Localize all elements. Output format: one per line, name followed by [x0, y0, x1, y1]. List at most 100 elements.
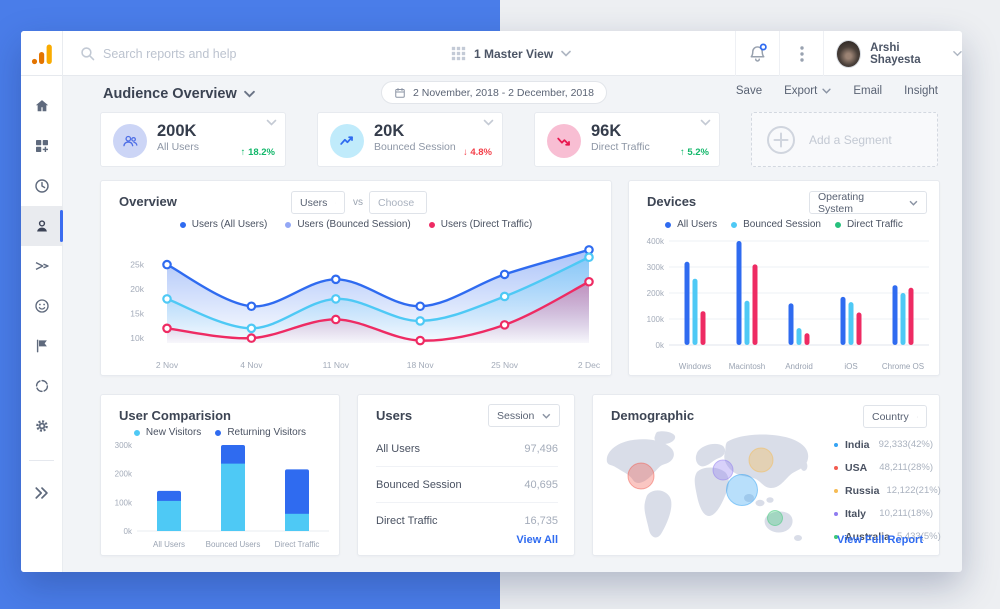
view-all-link[interactable]: View All: [516, 534, 558, 546]
svg-text:2 Nov: 2 Nov: [156, 360, 179, 370]
chevron-down-icon[interactable]: [483, 119, 494, 126]
stat-card-bounced-session[interactable]: 20K Bounced Session ↓ 4.8%: [317, 112, 503, 167]
sidebar-item-home[interactable]: [21, 86, 63, 126]
home-icon: [35, 100, 49, 112]
report-title-dropdown[interactable]: Audience Overview: [103, 86, 255, 102]
analytics-window: 1 Master View Arshi Shayesta: [21, 31, 962, 572]
stat-label: Bounced Session: [374, 140, 456, 153]
overview-panel: Overview Users vs Choose Users (All User…: [100, 180, 612, 376]
table-row[interactable]: Direct Traffic 16,735: [376, 515, 558, 527]
sidebar-item-audience[interactable]: [21, 206, 63, 246]
devices-bar-chart: 400k 300k 200k 100k 0k Windows Macintosh Androi…: [635, 233, 935, 380]
table-row[interactable]: All Users 97,496: [376, 431, 558, 467]
legend-item[interactable]: Users (Direct Traffic): [428, 219, 532, 230]
legend-item[interactable]: Users (Bounced Session): [285, 219, 411, 230]
notifications-button[interactable]: [735, 31, 779, 76]
sidebar-item-realtime[interactable]: [21, 166, 63, 206]
clock-icon: [35, 179, 49, 193]
legend-ring: [731, 221, 738, 228]
bell-icon: [750, 43, 767, 62]
list-item[interactable]: USA 48,211(28%): [834, 456, 933, 479]
devices-title: Devices: [647, 194, 697, 209]
overview-line-chart: 25k 20k 15k 10k 2 Nov 4 Nov 11 Nov 18 Nov 25 Nov…: [111, 235, 603, 378]
legend-item[interactable]: All Users: [665, 219, 717, 230]
view-selector[interactable]: 1 Master View: [451, 31, 571, 76]
sidebar-item-admin[interactable]: [21, 406, 63, 446]
sidebar-item-behavior[interactable]: [21, 286, 63, 326]
search-input[interactable]: [103, 31, 403, 76]
chevron-down-icon: [916, 416, 918, 417]
svg-text:300k: 300k: [647, 263, 665, 272]
svg-text:200k: 200k: [115, 470, 133, 479]
map-bubble-usa[interactable]: [627, 462, 655, 490]
demographic-title: Demographic: [611, 408, 695, 423]
apps-grid-icon: [451, 46, 466, 61]
list-item[interactable]: India 92,333(42%): [834, 433, 933, 456]
svg-text:10k: 10k: [130, 333, 144, 343]
legend-ring: [834, 465, 838, 470]
stat-change: ↓ 4.8%: [462, 147, 492, 158]
svg-text:2 Dec: 2 Dec: [578, 360, 601, 370]
legend-ring: [133, 429, 140, 436]
legend-ring: [834, 442, 838, 447]
list-item[interactable]: Russia 12,122(21%): [834, 479, 941, 502]
map-bubble-russia[interactable]: [748, 447, 774, 473]
sidebar-item-acquisition[interactable]: [21, 246, 63, 286]
sidebar: [21, 76, 63, 572]
logo-cell[interactable]: [21, 31, 63, 76]
profile-menu[interactable]: Arshi Shayesta: [823, 31, 962, 76]
svg-text:20k: 20k: [130, 284, 144, 294]
legend-item[interactable]: Bounced Session: [731, 219, 821, 230]
legend-item[interactable]: New Visitors: [133, 427, 201, 438]
sidebar-collapse-button[interactable]: [21, 473, 63, 513]
chevron-down-icon[interactable]: [700, 119, 711, 126]
table-row[interactable]: Bounced Session 40,695: [376, 467, 558, 503]
chevron-down-icon[interactable]: [266, 119, 277, 126]
stat-change: ↑ 18.2%: [240, 147, 275, 158]
more-options-button[interactable]: [779, 31, 823, 76]
svg-text:All Users: All Users: [153, 540, 185, 549]
email-button[interactable]: Email: [853, 85, 883, 97]
legend-item[interactable]: Users (All Users): [179, 219, 267, 230]
smiley-icon: [35, 299, 49, 313]
demographic-dropdown[interactable]: Country: [863, 405, 927, 428]
view-full-report-link[interactable]: View Full Report: [837, 534, 923, 546]
sidebar-divider: [29, 460, 54, 461]
stat-card-direct-traffic[interactable]: 96K Direct Traffic ↑ 5.2%: [534, 112, 720, 167]
plus-circle-icon: [767, 125, 795, 154]
map-bubble-italy[interactable]: [712, 459, 734, 481]
devices-dropdown[interactable]: Operating System: [809, 191, 927, 215]
acquisition-arrows-icon: [35, 261, 49, 271]
comparision-stacked-chart: 300k 200k 100k 0k All Users Bounced Users Dire…: [107, 439, 335, 560]
overview-metric-dropdown[interactable]: Users: [291, 191, 345, 214]
insight-button[interactable]: Insight: [904, 85, 938, 97]
map-bubble-australia[interactable]: [767, 510, 783, 526]
user-comparision-panel: User Comparision New Visitors Returning …: [100, 394, 340, 556]
add-segment-button[interactable]: Add a Segment: [751, 112, 938, 167]
stat-value: 20K: [374, 122, 405, 140]
stat-card-all-users[interactable]: 200K All Users ↑ 18.2%: [100, 112, 286, 167]
export-button[interactable]: Export: [784, 85, 832, 97]
target-ring-icon: [35, 379, 49, 393]
sidebar-item-discover[interactable]: [21, 366, 63, 406]
person-icon: [37, 220, 47, 232]
stat-value: 200K: [157, 122, 197, 140]
svg-text:15k: 15k: [130, 309, 144, 319]
svg-text:25k: 25k: [130, 260, 144, 270]
svg-text:Android: Android: [785, 362, 813, 371]
sidebar-item-conversions[interactable]: [21, 326, 63, 366]
sidebar-item-customization[interactable]: [21, 126, 63, 166]
list-item[interactable]: Italy 10,211(18%): [834, 502, 933, 525]
date-range-picker[interactable]: 2 November, 2018 - 2 December, 2018: [381, 81, 607, 104]
legend-item[interactable]: Direct Traffic: [834, 219, 903, 230]
svg-text:Direct Traffic: Direct Traffic: [275, 540, 320, 549]
users-dropdown[interactable]: Session: [488, 404, 560, 427]
save-button[interactable]: Save: [735, 85, 763, 97]
list-item[interactable]: Australia 5,433(5%): [834, 525, 941, 548]
svg-text:25 Nov: 25 Nov: [491, 360, 519, 370]
svg-text:200k: 200k: [647, 289, 665, 298]
overview-compare-dropdown[interactable]: Choose: [369, 191, 427, 214]
legend-item[interactable]: Returning Visitors: [215, 427, 306, 438]
svg-text:18 Nov: 18 Nov: [407, 360, 435, 370]
map-bubble-india[interactable]: [726, 474, 758, 506]
